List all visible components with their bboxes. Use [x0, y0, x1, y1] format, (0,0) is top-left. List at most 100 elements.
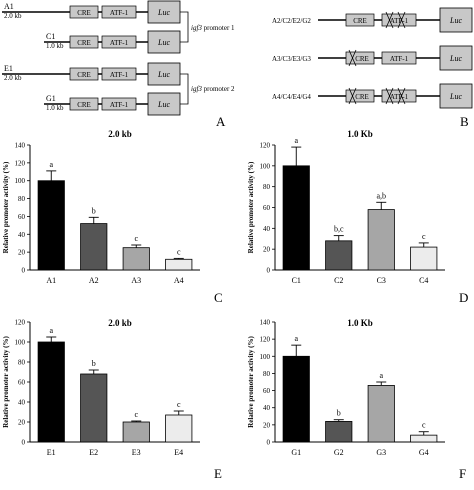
construct-mut2: A2/C2/E2/G2 CRE ATF-1 Luc — [272, 7, 473, 33]
luc-label: Luc — [157, 38, 170, 47]
y-axis-title: Relative promoter activity (%) — [247, 161, 255, 253]
bar — [367, 385, 395, 443]
panel-letter-b: B — [460, 114, 469, 129]
category-label: A4 — [174, 276, 184, 285]
significance-label: b,c — [334, 225, 344, 234]
construct-name: G1 — [46, 94, 56, 103]
y-tick-label: 120 — [260, 142, 271, 150]
promoter2-bracket — [180, 73, 189, 105]
construct-name: A1 — [4, 2, 14, 11]
category-label: G3 — [376, 448, 386, 457]
significance-label: b — [92, 206, 96, 215]
construct-name: E1 — [4, 64, 13, 73]
promoter1-label: igf3 promoter 1 — [191, 24, 235, 32]
luc-label: Luc — [449, 92, 462, 101]
panel-letter: D — [459, 290, 468, 305]
construct-g1: G1 1.0 kb CRE ATF-1 Luc — [44, 92, 181, 116]
y-tick-label: 120 — [15, 159, 26, 167]
construct-name: A4/C4/E4/G4 — [272, 93, 311, 101]
bar — [80, 223, 108, 271]
bar — [367, 209, 395, 271]
construct-a1: A1 2.0 kb CRE ATF-1 Luc — [2, 0, 181, 24]
construct-c1: C1 1.0 kb CRE ATF-1 Luc — [44, 30, 181, 54]
y-tick-label: 60 — [18, 213, 26, 221]
significance-label: b — [337, 409, 341, 418]
bar — [122, 421, 150, 443]
panel-letter: F — [459, 466, 466, 481]
y-tick-label: 0 — [22, 267, 26, 275]
y-tick-label: 100 — [260, 353, 271, 361]
category-label: G1 — [291, 448, 301, 457]
chart-title: 1.0 Kb — [347, 318, 373, 328]
bar — [282, 355, 310, 443]
bar — [165, 414, 193, 443]
y-tick-label: 40 — [263, 225, 271, 233]
cre-label: CRE — [77, 71, 91, 79]
significance-label: a — [49, 326, 53, 335]
bar — [325, 240, 353, 271]
category-label: A1 — [46, 276, 56, 285]
luc-label: Luc — [449, 54, 462, 63]
panel-letter: C — [214, 290, 223, 305]
atf-label: ATF-1 — [390, 55, 409, 63]
y-tick-label: 120 — [260, 336, 271, 344]
y-tick-label: 20 — [263, 246, 271, 254]
category-label: C4 — [419, 276, 428, 285]
y-tick-label: 100 — [260, 162, 271, 170]
category-label: E4 — [174, 448, 183, 457]
significance-label: c — [422, 232, 426, 241]
y-tick-label: 20 — [18, 249, 26, 257]
cre-label: CRE — [77, 101, 91, 109]
chart-title: 1.0 Kb — [347, 129, 373, 139]
chart-panel-e: 0 20 40 60 80 100 120 2.0 kb Relative promoter a… — [2, 318, 222, 481]
category-label: A2 — [89, 276, 99, 285]
significance-label: c — [422, 421, 426, 430]
category-label: C2 — [334, 276, 343, 285]
significance-label: b — [92, 359, 96, 368]
panel-letter: E — [214, 466, 222, 481]
construct-size: 1.0 kb — [46, 42, 64, 50]
bar — [37, 180, 65, 271]
bar — [80, 373, 108, 443]
y-axis-title: Relative promoter activity (%) — [247, 335, 255, 427]
bar — [410, 434, 438, 443]
y-tick-label: 0 — [267, 267, 271, 275]
bar — [325, 421, 353, 443]
y-tick-label: 80 — [263, 183, 271, 191]
promoter1-bracket — [180, 11, 189, 43]
cre-label: CRE — [77, 9, 91, 17]
chart-panel-c: 0 20 40 60 80 100 120 140 2.0 kb Relative promote… — [2, 129, 223, 305]
promoter1-gene: igf3 — [191, 24, 202, 32]
y-tick-label: 60 — [263, 204, 271, 212]
y-tick-label: 100 — [15, 339, 26, 347]
promoter1-suffix: promoter 1 — [202, 24, 235, 32]
bar — [282, 165, 310, 271]
y-tick-label: 40 — [263, 404, 271, 412]
y-tick-label: 80 — [263, 370, 271, 378]
y-tick-label: 20 — [18, 419, 26, 427]
y-tick-label: 0 — [22, 439, 26, 447]
luc-label: Luc — [157, 100, 170, 109]
category-label: G4 — [419, 448, 429, 457]
bar — [165, 258, 193, 271]
significance-label: a — [294, 334, 298, 343]
significance-label: c — [134, 410, 138, 419]
y-axis-title: Relative promoter activity (%) — [2, 161, 10, 253]
y-tick-label: 20 — [263, 421, 271, 429]
y-tick-label: 60 — [263, 387, 271, 395]
significance-label: c — [177, 247, 181, 256]
y-tick-label: 140 — [260, 319, 271, 327]
y-tick-label: 80 — [18, 359, 26, 367]
panel-a: A1 2.0 kb CRE ATF-1 Luc C1 1.0 kb CRE AT… — [2, 0, 235, 129]
y-tick-label: 120 — [15, 319, 26, 327]
panel-b: A2/C2/E2/G2 CRE ATF-1 Luc A3/C3/E3/G3 CR… — [272, 7, 473, 129]
y-tick-label: 100 — [15, 177, 26, 185]
atf-label: ATF-1 — [110, 101, 129, 109]
y-tick-label: 60 — [18, 379, 26, 387]
y-tick-label: 40 — [18, 231, 26, 239]
cre-label: CRE — [353, 17, 367, 25]
luc-label: Luc — [157, 70, 170, 79]
category-label: E3 — [132, 448, 141, 457]
significance-label: a — [49, 160, 53, 169]
significance-label: a — [294, 136, 298, 145]
